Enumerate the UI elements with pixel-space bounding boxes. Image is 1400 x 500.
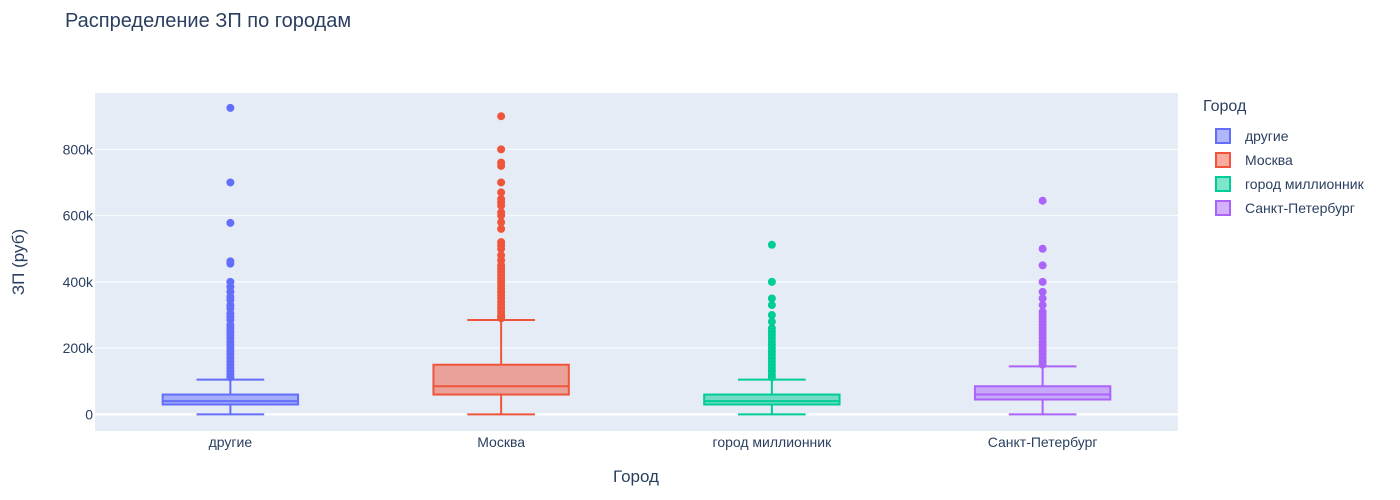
outlier-point bbox=[497, 178, 506, 187]
outlier-point bbox=[497, 145, 506, 154]
legend-swatch bbox=[1215, 152, 1231, 168]
outlier-point bbox=[497, 188, 506, 197]
box-group bbox=[703, 240, 841, 416]
outlier-point bbox=[1038, 244, 1047, 253]
outlier-point bbox=[767, 311, 776, 320]
outlier-point bbox=[497, 314, 506, 323]
box-iqr bbox=[973, 385, 1112, 401]
box-iqr bbox=[432, 363, 570, 396]
y-tick-label: 0 bbox=[85, 406, 93, 422]
outlier-point bbox=[1038, 301, 1047, 310]
outlier-point bbox=[226, 178, 235, 187]
x-tick-label: Москва bbox=[477, 434, 525, 450]
chart-title: Распределение ЗП по городам bbox=[65, 10, 352, 32]
box-series bbox=[161, 103, 1112, 416]
outlier-point bbox=[1038, 294, 1047, 303]
outlier-point bbox=[497, 211, 506, 220]
outlier-point bbox=[226, 218, 235, 227]
outlier-point bbox=[767, 277, 776, 286]
outlier-point bbox=[1038, 261, 1047, 270]
legend-item-gorod-millionnik[interactable]: город миллионник bbox=[1203, 172, 1364, 196]
legend-swatch bbox=[1215, 200, 1231, 216]
outlier-point bbox=[497, 112, 506, 121]
y-tick-label: 400k bbox=[63, 274, 94, 290]
outlier-point bbox=[1038, 360, 1047, 369]
outlier-point bbox=[1038, 277, 1047, 286]
outlier-point bbox=[497, 218, 506, 227]
x-tick-label: другие bbox=[209, 434, 253, 450]
x-tick-label: город миллионник bbox=[713, 434, 833, 450]
box-group bbox=[161, 103, 300, 416]
legend-label: город миллионник bbox=[1245, 176, 1364, 192]
legend: Город другие Москва город миллионник Сан… bbox=[1203, 98, 1364, 220]
outlier-point bbox=[1038, 287, 1047, 296]
outlier-point bbox=[226, 103, 235, 112]
x-axis-label: Город bbox=[613, 467, 659, 486]
box-iqr bbox=[161, 393, 300, 406]
legend-label: другие bbox=[1245, 128, 1289, 144]
legend-swatch bbox=[1215, 128, 1231, 144]
outlier-point bbox=[767, 294, 776, 303]
y-axis-label: ЗП (руб) bbox=[9, 229, 28, 295]
y-tick-label: 600k bbox=[63, 208, 94, 224]
y-axis-ticks: 0 200k 400k 600k 800k bbox=[63, 141, 94, 422]
legend-title: Город bbox=[1203, 98, 1247, 115]
x-tick-label: Санкт-Петербург bbox=[988, 434, 1098, 450]
legend-item-moskva[interactable]: Москва bbox=[1203, 148, 1364, 172]
box-group bbox=[973, 196, 1112, 416]
outlier-point bbox=[497, 224, 506, 233]
box-group bbox=[432, 112, 570, 416]
outlier-point bbox=[767, 301, 776, 310]
outlier-point bbox=[226, 373, 235, 382]
legend-label: Санкт-Петербург bbox=[1245, 200, 1355, 216]
outlier-point bbox=[767, 373, 776, 382]
x-axis-ticks: другие Москва город миллионник Санкт-Петерб… bbox=[209, 434, 1098, 450]
y-tick-label: 200k bbox=[63, 340, 94, 356]
outlier-point bbox=[497, 244, 506, 253]
outlier-point bbox=[226, 259, 235, 268]
gridlines bbox=[95, 148, 1178, 416]
outlier-point bbox=[767, 317, 776, 326]
legend-label: Москва bbox=[1245, 152, 1293, 168]
box-iqr bbox=[703, 393, 841, 406]
outlier-point bbox=[497, 201, 506, 210]
legend-swatch bbox=[1215, 176, 1231, 192]
outlier-point bbox=[1038, 196, 1047, 205]
outlier-point bbox=[767, 240, 776, 249]
outlier-point bbox=[497, 161, 506, 170]
y-tick-label: 800k bbox=[63, 141, 94, 157]
legend-item-drugie[interactable]: другие bbox=[1203, 124, 1364, 148]
legend-item-sankt-peterburg[interactable]: Санкт-Петербург bbox=[1203, 196, 1364, 220]
